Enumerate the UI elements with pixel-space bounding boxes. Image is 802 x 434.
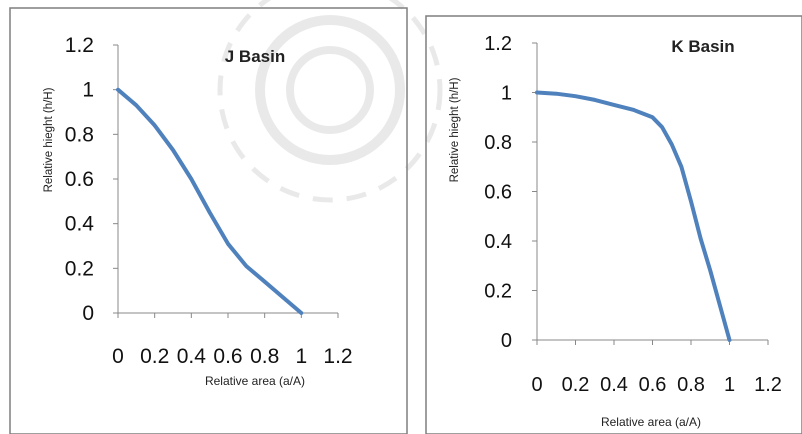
chart-k-basin: 0 0.2 0.4 0.6 0.8 1 1.2 0 0.2 0.4 0.6 0.8 1 1.2 K Bas… [425, 15, 802, 434]
x-tick-label: 0.4 [600, 374, 628, 396]
y-tick-label: 0.4 [65, 213, 95, 236]
y-tick-label: 0.8 [484, 132, 512, 154]
x-tick-label: 1.2 [754, 374, 782, 396]
y-tick-label: 1.2 [484, 33, 512, 55]
x-tick-label: 1.2 [323, 345, 352, 368]
chart-frame [9, 7, 408, 434]
series-layer [535, 90, 732, 342]
y-axis-label: Relative hieght (h/H) [43, 87, 55, 192]
chart-frame [425, 15, 802, 434]
x-tick-label: 0.4 [177, 345, 207, 368]
y-tick-label: 0 [501, 330, 512, 352]
y-tick-label: 1 [501, 83, 512, 105]
tick-labels: 0 0.2 0.4 0.6 0.8 1 1.2 0 0.2 0.4 0.6 0.8 1 1.2 [65, 34, 353, 368]
chart-j-basin: 0 0.2 0.4 0.6 0.8 1 1.2 0 0.2 0.4 0.6 0.8 1 1.2 J Bas… [9, 7, 408, 434]
series-layer [116, 87, 304, 315]
chart-title: J Basin [225, 47, 285, 66]
y-axis-label: Relative hieght (h/H) [449, 77, 461, 182]
x-tick-label: 1 [295, 345, 307, 368]
y-tick-label: 0.2 [65, 257, 94, 280]
series-line [116, 87, 304, 315]
y-tick-label: 0.2 [484, 281, 512, 303]
chart-title: K Basin [671, 37, 734, 56]
x-tick-label: 0.2 [140, 345, 169, 368]
axes [532, 42, 769, 345]
x-tick-label: 0.8 [250, 345, 279, 368]
y-tick-label: 0 [82, 302, 94, 325]
y-tick-label: 1 [82, 79, 94, 102]
y-tick-label: 0.8 [65, 123, 94, 146]
tick-labels: 0 0.2 0.4 0.6 0.8 1 1.2 0 0.2 0.4 0.6 0.8 1 1.2 [484, 33, 782, 396]
y-tick-label: 0.6 [484, 182, 512, 204]
y-tick-label: 1.2 [65, 34, 94, 57]
x-tick-label: 0.2 [562, 374, 590, 396]
axes [113, 44, 339, 318]
watermark-ornament [217, 0, 443, 203]
x-axis-label: Relative area (a/A) [205, 374, 305, 388]
x-tick-label: 0.8 [677, 374, 705, 396]
x-tick-label: 1 [724, 374, 735, 396]
x-tick-label: 0 [112, 345, 124, 368]
y-tick-label: 0.6 [65, 168, 94, 191]
y-tick-label: 0.4 [484, 231, 512, 253]
x-tick-label: 0 [531, 374, 542, 396]
x-axis-label: Relative area (a/A) [601, 415, 701, 429]
series-line [535, 90, 732, 342]
x-tick-label: 0.6 [213, 345, 242, 368]
x-tick-label: 0.6 [639, 374, 667, 396]
